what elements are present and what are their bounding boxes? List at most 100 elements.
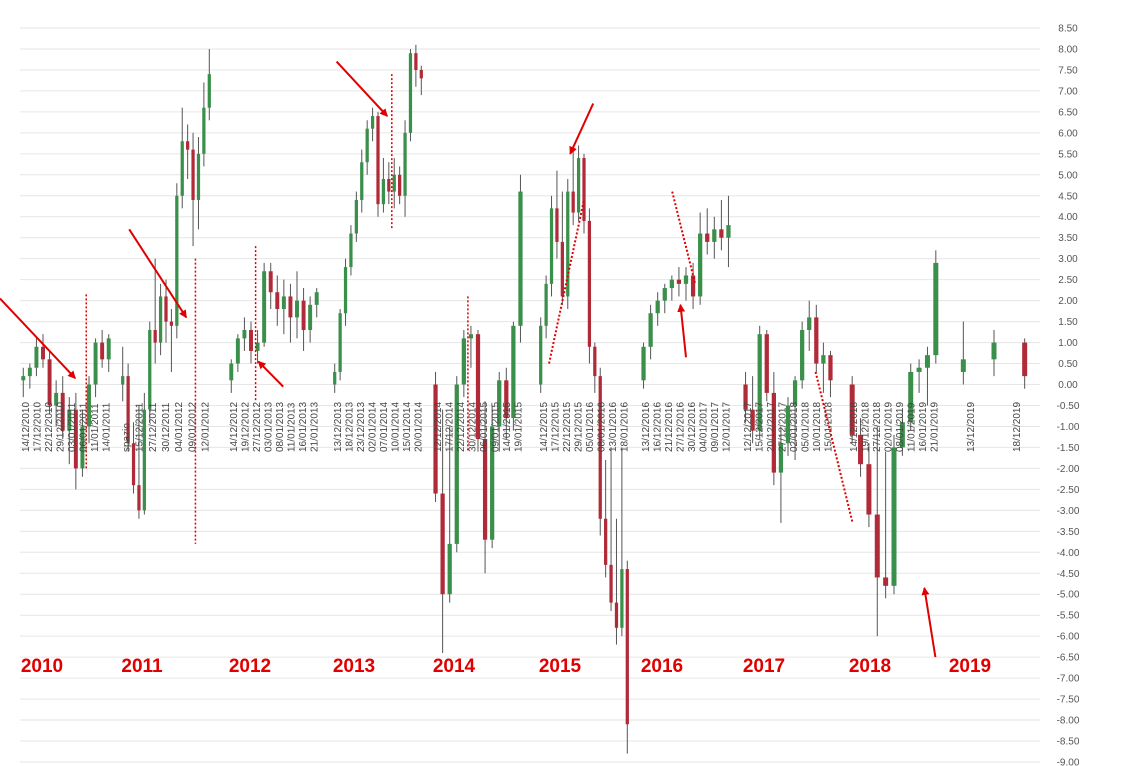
x-tick-label: 06/01/2011: [78, 402, 89, 452]
candle-body: [504, 380, 509, 419]
candle-body: [828, 355, 833, 381]
candle-body: [866, 464, 872, 515]
candle-body: [544, 283, 548, 326]
year-label: 2011: [121, 656, 163, 677]
y-tick-label: 5.00: [1058, 170, 1078, 181]
candle-body: [60, 392, 65, 431]
x-tick-label: 27/12/2016: [675, 402, 686, 452]
x-tick-label: 05/01/2016: [585, 402, 596, 452]
y-tick-label: -5.00: [1057, 590, 1080, 601]
x-tick-label: 15/12/2017: [754, 402, 765, 452]
candle-body: [641, 346, 646, 381]
candle-body: [566, 191, 570, 297]
x-tick-label: 08/01/2016: [596, 402, 607, 452]
candle-body: [131, 443, 136, 486]
x-tick-label: 30/12/2011: [161, 402, 172, 452]
annotation-arrow: [569, 103, 595, 155]
y-tick-label: -8.50: [1057, 737, 1080, 748]
candle-body: [587, 220, 592, 347]
x-tick-label: 14/12/2012: [229, 402, 240, 452]
y-tick-label: 7.50: [1058, 65, 1078, 76]
y-tick-label: 0.00: [1058, 380, 1078, 391]
candle-body: [447, 543, 452, 595]
candle-body: [229, 363, 234, 381]
candle-body: [308, 304, 313, 330]
candle-body: [625, 569, 629, 725]
y-tick-label: 1.00: [1058, 338, 1078, 349]
x-tick-label: 30/12/2014: [467, 402, 478, 452]
candle-body: [93, 342, 98, 385]
x-tick-label: 11/01/2011: [90, 403, 101, 452]
annotation-arrow: [0, 297, 76, 379]
candle-body: [604, 518, 608, 565]
candle-body: [497, 380, 502, 427]
candle-body: [891, 447, 897, 586]
candle-body: [403, 132, 407, 196]
x-tick-label: 19/12/2018: [860, 402, 871, 452]
candle-body: [676, 279, 682, 284]
candle-body: [924, 355, 930, 368]
candle-body: [821, 355, 826, 364]
x-tick-label: 13/12/2019: [966, 402, 977, 452]
x-tick-label: 12/01/2012: [200, 402, 211, 452]
x-tick-label: 27/12/2012: [252, 402, 263, 452]
candle-body: [539, 325, 543, 385]
candle-body: [454, 384, 459, 544]
annotation-trendline: [814, 371, 854, 524]
x-tick-label: 09/01/2017: [710, 402, 721, 452]
candle-body: [593, 346, 597, 377]
x-tick-label: 14/01/2015: [502, 402, 513, 452]
x-tick-label: 02/01/2018: [789, 402, 800, 452]
candle-body: [874, 514, 880, 578]
candle-body: [27, 367, 32, 377]
candle-body: [360, 162, 364, 200]
annotations: [0, 60, 937, 658]
y-tick-label: -6.50: [1057, 653, 1080, 664]
candle-body: [207, 74, 211, 108]
candle-body: [899, 422, 905, 448]
x-tick-label: 21/01/2013: [309, 402, 320, 452]
annotation-arrow: [128, 228, 188, 319]
candle-body: [614, 602, 619, 628]
candle-body: [268, 271, 273, 293]
candle-body: [169, 321, 174, 326]
candle-body: [301, 300, 306, 330]
candle-body: [757, 334, 762, 431]
candle-body: [255, 342, 260, 351]
candle-body: [609, 564, 613, 603]
candle-body: [180, 141, 184, 196]
y-tick-label: -4.50: [1057, 569, 1080, 580]
x-tick-label: 09/01/2015: [490, 402, 501, 452]
candle-body: [126, 376, 130, 444]
x-tick-label: 12/01/2017: [721, 402, 732, 452]
candle-body: [598, 376, 602, 519]
candle-body: [705, 233, 710, 242]
candle-body: [750, 409, 755, 431]
x-tick-label: 19/01/2015: [513, 402, 524, 452]
x-tick-label: 03/01/2013: [263, 402, 274, 452]
candle-body: [778, 443, 784, 473]
candle-body: [849, 384, 855, 435]
candle-body: [175, 195, 179, 326]
y-tick-label: 8.50: [1058, 24, 1078, 35]
y-tick-label: -0.50: [1057, 401, 1080, 412]
candle-body: [433, 384, 438, 494]
x-tick-label: 17/12/2014: [444, 402, 455, 452]
x-tick-label: 11/01/2019: [906, 402, 917, 452]
y-tick-label: -5.50: [1057, 611, 1080, 622]
x-tick-label: 15/01/2014: [402, 402, 413, 452]
candle-body: [698, 233, 703, 297]
x-tick-label: 04/01/2017: [698, 402, 709, 452]
candle-body: [338, 313, 342, 372]
candle-body: [468, 334, 474, 339]
candle-body: [620, 569, 624, 628]
x-tick-label: 10/01/2018: [812, 402, 823, 452]
candle-body: [196, 153, 201, 200]
annotation-arrow: [677, 303, 687, 358]
year-label: 2015: [539, 656, 582, 677]
candle-body: [153, 329, 157, 343]
y-tick-label: 8.00: [1058, 44, 1078, 55]
candle-body: [137, 485, 141, 511]
x-tick-label: 21/01/2019: [929, 402, 940, 452]
